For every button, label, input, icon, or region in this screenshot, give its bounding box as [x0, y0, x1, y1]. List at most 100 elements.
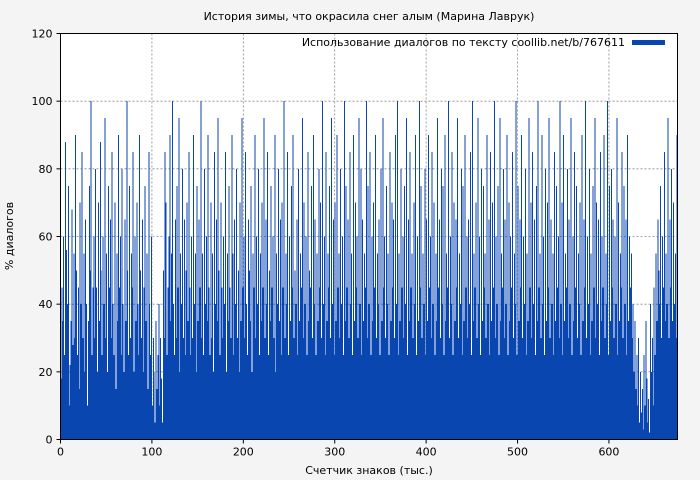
x-axis-label: Счетчик знаков (тыс.): [305, 464, 433, 477]
bar: [488, 219, 490, 440]
bar: [114, 202, 116, 440]
bar: [462, 185, 464, 440]
bar: [81, 151, 83, 440]
bar: [116, 253, 118, 440]
bar: [162, 270, 164, 440]
bar: [181, 304, 183, 440]
bar: [352, 354, 354, 440]
bar: [406, 118, 408, 440]
bar: [438, 219, 440, 440]
bar: [61, 287, 63, 440]
bar: [337, 287, 339, 440]
bar: [273, 338, 275, 440]
bar: [163, 338, 165, 440]
bar: [470, 354, 472, 440]
bar: [636, 354, 638, 440]
bar: [419, 287, 421, 440]
bar: [555, 185, 557, 440]
bar: [310, 287, 312, 440]
bar: [617, 354, 619, 440]
bar: [336, 135, 338, 440]
bar: [512, 338, 514, 440]
bar: [272, 236, 274, 440]
bar: [612, 219, 614, 440]
bar: [182, 168, 184, 440]
bar: [546, 202, 548, 440]
bar: [191, 236, 193, 440]
bar: [388, 354, 390, 440]
bar: [489, 354, 491, 440]
bar: [435, 253, 437, 440]
bar: [381, 321, 383, 440]
bar: [194, 253, 196, 440]
bar: [449, 236, 451, 440]
bar: [477, 118, 479, 440]
bar: [300, 287, 302, 440]
bar: [68, 405, 70, 440]
bar: [210, 202, 212, 440]
bar: [437, 118, 439, 440]
bar: [217, 118, 219, 440]
bar: [400, 168, 402, 440]
bar: [127, 270, 129, 440]
bar: [503, 338, 505, 440]
bar: [422, 253, 424, 440]
bar: [103, 304, 105, 440]
bar: [557, 236, 559, 440]
bar: [486, 135, 488, 440]
bar: [303, 202, 305, 440]
bar: [543, 236, 545, 440]
bar: [297, 354, 299, 440]
bar: [360, 168, 362, 440]
bar: [558, 338, 560, 440]
bar: [305, 236, 307, 440]
bar: [583, 219, 585, 440]
bar: [205, 236, 207, 440]
bar: [668, 338, 670, 440]
bar: [289, 321, 291, 440]
bar: [666, 304, 668, 440]
bar: [214, 304, 216, 440]
bar: [245, 151, 247, 440]
bar: [590, 253, 592, 440]
bar: [119, 287, 121, 440]
bar: [62, 321, 64, 440]
bar: [562, 354, 564, 440]
bar: [178, 118, 180, 440]
bar: [642, 429, 644, 440]
bar: [373, 202, 375, 440]
bar: [442, 185, 444, 440]
bar: [581, 135, 583, 440]
bar: [457, 118, 459, 440]
bar: [350, 304, 352, 440]
bar: [661, 236, 663, 440]
bar: [589, 354, 591, 440]
bar: [82, 338, 84, 440]
bar: [158, 304, 160, 440]
bar: [390, 321, 392, 440]
bar: [640, 412, 642, 440]
bar: [627, 135, 629, 440]
bar: [369, 151, 371, 440]
bar: [257, 168, 259, 440]
bar: [513, 253, 515, 440]
bar: [311, 338, 313, 440]
bar: [652, 405, 654, 440]
bar: [247, 219, 249, 440]
bar: [71, 209, 73, 440]
bar: [376, 253, 378, 440]
bar: [582, 321, 584, 440]
bar: [608, 185, 610, 440]
bar: [174, 219, 176, 440]
bar: [367, 185, 369, 440]
bar: [597, 304, 599, 440]
bar: [443, 354, 445, 440]
bar-series: [60, 101, 678, 440]
bar: [200, 101, 202, 440]
bar: [483, 287, 485, 440]
bar: [667, 118, 669, 440]
bar: [395, 304, 397, 440]
bar: [197, 321, 199, 440]
bar: [239, 202, 241, 440]
bar: [382, 118, 384, 440]
